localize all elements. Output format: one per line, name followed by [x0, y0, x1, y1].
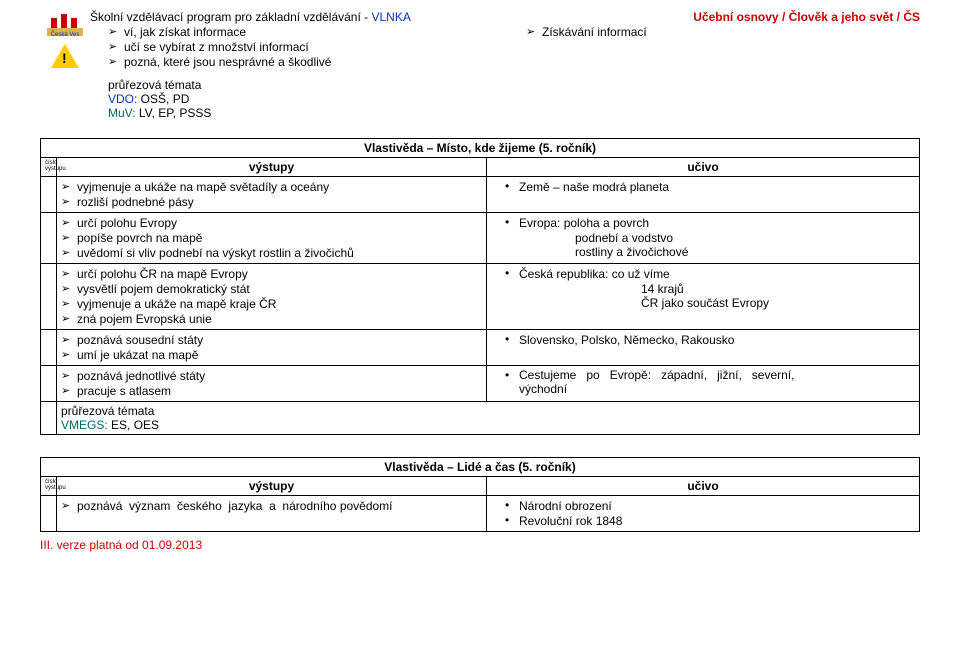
svg-text:Česká Ves: Česká Ves	[51, 31, 80, 38]
list-item: podnebí a vodstvo	[575, 231, 915, 245]
list-item: určí polohu ČR na mapě Evropy	[61, 267, 482, 281]
muv-rest: LV, EP, PSSS	[136, 106, 212, 120]
list-item: vysvětlí pojem demokratický stát	[61, 282, 482, 296]
list-item: Evropa: poloha a povrch	[505, 216, 915, 230]
vmegs-line: VMEGS: ES, OES	[61, 418, 915, 432]
list-item: popíše povrch na mapě	[61, 231, 482, 245]
program-name: VLNKA	[371, 10, 410, 24]
list-item: Národní obrození	[505, 499, 915, 513]
vmegs-prefix: VMEGS:	[61, 418, 108, 432]
list-item: pozná, které jsou nesprávné a škodlivé	[108, 55, 508, 69]
list-item: rostliny a živočichové	[575, 245, 915, 259]
list-item: vyjmenuje a ukáže na mapě kraje ČR	[61, 297, 482, 311]
list-item: poznává význam českého jazyka a národníh…	[61, 499, 482, 513]
osnovy-text: Učební osnovy / Člověk a jeho svět / ČS	[693, 10, 920, 24]
temata-block: průřezová témata VDO: OSŠ, PD MuV: LV, E…	[90, 78, 920, 120]
col-header-vystupy: výstupy	[57, 158, 487, 177]
table-row: poznává jednotlivé státy pracuje s atlas…	[41, 366, 920, 402]
vmegs-rest: ES, OES	[108, 418, 159, 432]
list-item: Získávání informací	[526, 25, 920, 39]
list-item: učí se vybírat z množství informací	[108, 40, 508, 54]
table-title: Vlastivěda – Lidé a čas (5. ročník)	[41, 458, 920, 477]
program-line: Školní vzdělávací program pro základní v…	[90, 10, 920, 24]
list-item: východní	[519, 382, 915, 396]
page: Česká Ves Školní vzdělávací program pro …	[0, 0, 960, 552]
list-item: poznává sousední státy	[61, 333, 482, 347]
table-row: průřezová témata VMEGS: ES, OES	[41, 402, 920, 435]
list-item: zná pojem Evropská unie	[61, 312, 482, 326]
temata-label: průřezová témata	[61, 404, 915, 418]
program-text: Školní vzdělávací program pro základní v…	[90, 10, 411, 24]
col-header-ucivo: učivo	[487, 158, 920, 177]
vdo-prefix: VDO:	[108, 92, 137, 106]
footer-version: III. verze platná od 01.09.2013	[40, 538, 920, 552]
table-row: poznává sousední státy umí je ukázat na …	[41, 330, 920, 366]
program-prefix: Školní vzdělávací program pro základní v…	[90, 10, 371, 24]
list-item: vyjmenuje a ukáže na mapě světadíly a oc…	[61, 180, 482, 194]
table-title: Vlastivěda – Místo, kde žijeme (5. roční…	[41, 139, 920, 158]
vdo-line: VDO: OSŠ, PD	[108, 92, 920, 106]
school-logo-icon: Česká Ves	[45, 10, 85, 38]
muv-line: MuV: LV, EP, PSSS	[108, 106, 920, 120]
header-block: Česká Ves Školní vzdělávací program pro …	[40, 10, 920, 120]
table-row: vyjmenuje a ukáže na mapě světadíly a oc…	[41, 177, 920, 213]
list-item: Země – naše modrá planeta	[505, 180, 915, 194]
list-item: • Cestujeme po Evropě: západní, jižní, s…	[505, 368, 915, 382]
list-item: Slovensko, Polsko, Německo, Rakousko	[505, 333, 915, 347]
list-item: poznává jednotlivé státy	[61, 369, 482, 383]
header-right-list: Získávání informací	[508, 24, 920, 70]
vdo-rest: OSŠ, PD	[137, 92, 189, 106]
table-misto: Vlastivěda – Místo, kde žijeme (5. roční…	[40, 138, 920, 435]
warning-icon	[51, 44, 79, 68]
col-header-ucivo: učivo	[487, 477, 920, 496]
muv-prefix: MuV:	[108, 106, 136, 120]
list-item: rozliší podnebné pásy	[61, 195, 482, 209]
list-item: pracuje s atlasem	[61, 384, 482, 398]
header-left-list: ví, jak získat informace učí se vybírat …	[90, 24, 508, 70]
list-item: 14 krajů	[641, 282, 915, 296]
logo-column: Česká Ves	[40, 10, 90, 120]
list-item: umí je ukázat na mapě	[61, 348, 482, 362]
temata-label: průřezová témata	[108, 78, 920, 92]
list-item: určí polohu Evropy	[61, 216, 482, 230]
list-item: Česká republika: co už víme	[505, 267, 915, 281]
list-item: uvědomí si vliv podnebí na výskyt rostli…	[61, 246, 482, 260]
table-lide: Vlastivěda – Lidé a čas (5. ročník) čísl…	[40, 457, 920, 532]
table-row: poznává význam českého jazyka a národníh…	[41, 496, 920, 532]
num-header: číslo výstupu	[41, 477, 57, 496]
list-item: Revoluční rok 1848	[505, 514, 915, 528]
header-columns: ví, jak získat informace učí se vybírat …	[90, 24, 920, 70]
num-header: číslo výstupu	[41, 158, 57, 177]
header-content: Školní vzdělávací program pro základní v…	[90, 10, 920, 120]
col-header-vystupy: výstupy	[57, 477, 487, 496]
table-row: určí polohu Evropy popíše povrch na mapě…	[41, 213, 920, 264]
list-item: ČR jako součást Evropy	[641, 296, 915, 310]
list-item: ví, jak získat informace	[108, 25, 508, 39]
table-row: určí polohu ČR na mapě Evropy vysvětlí p…	[41, 264, 920, 330]
